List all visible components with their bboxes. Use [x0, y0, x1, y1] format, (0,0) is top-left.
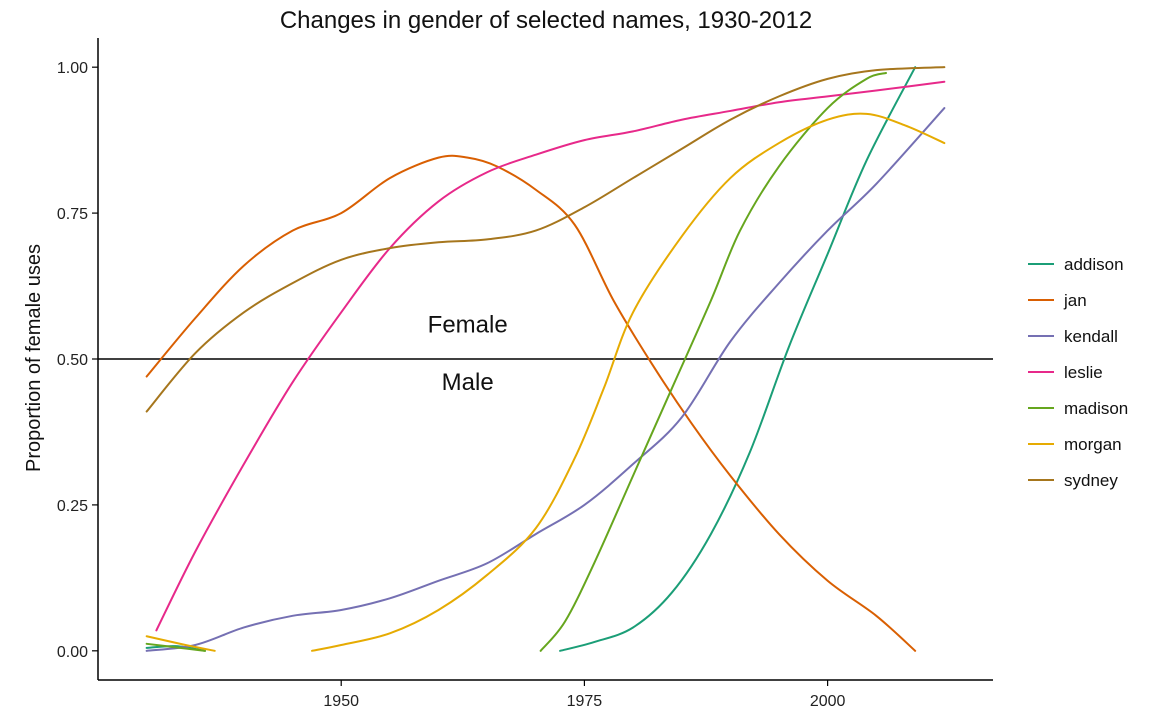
annotation-male: Male	[442, 369, 494, 396]
y-axis-title: Proportion of female uses	[23, 244, 45, 472]
y-tick-label: 1.00	[57, 60, 88, 77]
legend-item-morgan: morgan	[1028, 435, 1122, 454]
series-kendall	[145, 107, 946, 652]
series-line-addison	[559, 66, 917, 652]
legend-item-jan: jan	[1028, 291, 1087, 310]
series-jan	[145, 154, 917, 652]
legend-label: kendall	[1064, 327, 1118, 346]
legend-label: addison	[1064, 255, 1124, 274]
series-line-madison	[539, 72, 887, 652]
annotation-female: Female	[428, 312, 508, 339]
legend-label: sydney	[1064, 471, 1118, 490]
y-tick-label: 0.50	[57, 352, 88, 369]
x-tick-label: 2000	[810, 693, 846, 710]
series-line-madison	[145, 642, 207, 652]
series-line-morgan	[311, 112, 946, 652]
legend-item-addison: addison	[1028, 255, 1124, 274]
legend-item-madison: madison	[1028, 399, 1128, 418]
annotations: Female Male	[428, 312, 508, 396]
y-tick-label: 0.75	[57, 206, 88, 223]
legend-label: morgan	[1064, 435, 1122, 454]
series-leslie	[155, 80, 946, 632]
chart-title: Changes in gender of selected names, 193…	[280, 7, 812, 34]
series-line-kendall	[145, 107, 946, 652]
legend-label: leslie	[1064, 363, 1103, 382]
series-madison	[145, 72, 887, 652]
series-line-morgan	[145, 635, 216, 652]
legend-label: madison	[1064, 399, 1128, 418]
axes: 0.00 0.25 0.50 0.75 1.00 1950 1975 2000	[57, 38, 993, 710]
legend-item-leslie: leslie	[1028, 363, 1103, 382]
legend-label: jan	[1063, 291, 1087, 310]
y-tick-label: 0.00	[57, 644, 88, 661]
legend-item-sydney: sydney	[1028, 471, 1118, 490]
series-line-jan	[145, 154, 917, 652]
series-line-leslie	[155, 80, 946, 632]
legend-item-kendall: kendall	[1028, 327, 1118, 346]
y-tick-label: 0.25	[57, 498, 88, 515]
legend: addison jan kendall leslie madison morgan sydn…	[1028, 255, 1128, 490]
series-group	[145, 66, 946, 652]
x-tick-label: 1975	[567, 693, 603, 710]
series-line-sydney	[145, 66, 946, 413]
x-tick-label: 1950	[323, 693, 359, 710]
series-sydney	[145, 66, 946, 413]
series-morgan	[145, 112, 946, 652]
